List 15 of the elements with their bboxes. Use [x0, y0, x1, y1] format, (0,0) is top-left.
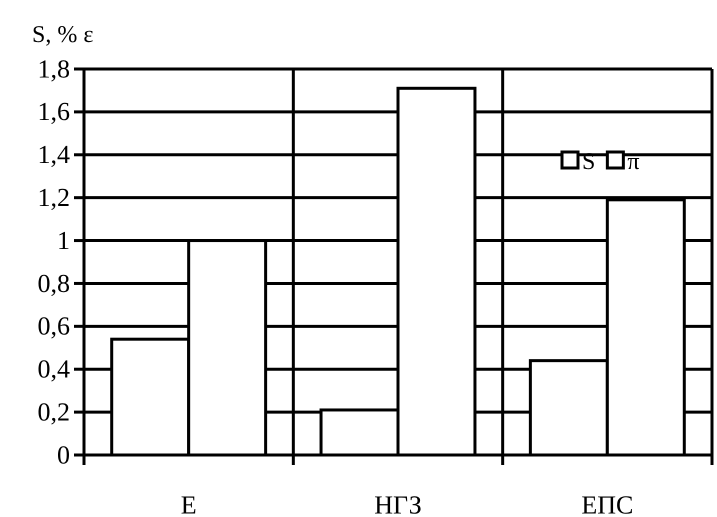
y-axis-title: S, % ε [32, 22, 94, 48]
y-tick-label: 0,2 [38, 397, 70, 426]
y-tick-label: 1,2 [38, 182, 70, 212]
legend-label: π [627, 149, 640, 175]
y-tick-label: 0,8 [38, 268, 70, 298]
x-tick-label: Е [180, 490, 197, 517]
x-tick-label: НГЗ [374, 490, 422, 517]
y-tick-label: 1,8 [38, 54, 70, 84]
y-tick-label: 1 [57, 226, 70, 255]
y-tick-label: 0,6 [38, 312, 70, 341]
y-tick-label: 0 [57, 440, 70, 470]
y-tick-label: 1,6 [38, 97, 70, 126]
y-tick-label: 0,4 [38, 354, 70, 384]
x-tick-label: ЕПС [581, 490, 634, 517]
y-tick-label: 1,4 [38, 140, 70, 170]
